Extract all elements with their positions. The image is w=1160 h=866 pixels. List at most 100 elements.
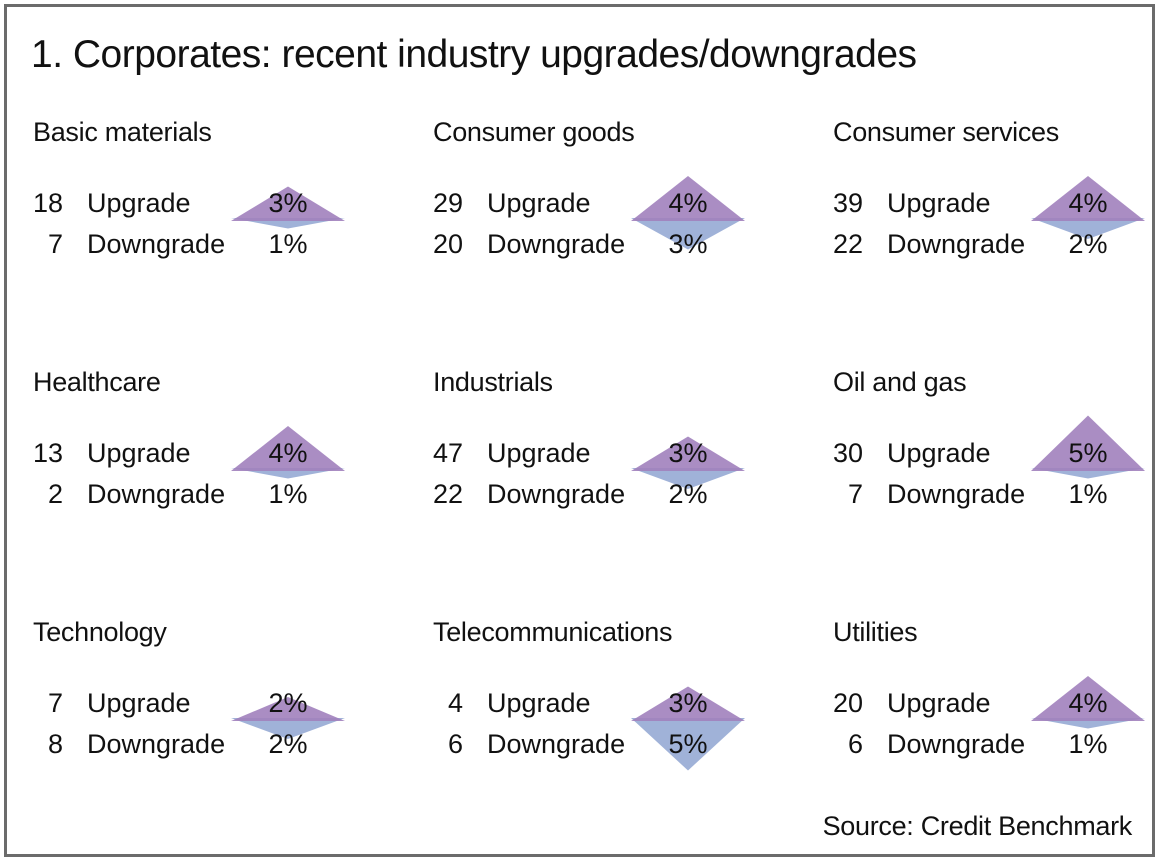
upgrade-row: 39 Upgrade [833,183,1160,224]
upgrade-row: 18 Upgrade [33,183,433,224]
upgrade-row: 7 Upgrade [33,683,433,724]
upgrade-label: Upgrade [487,438,591,468]
industry-name: Oil and gas [833,367,967,397]
downgrade-label: Downgrade [487,729,626,759]
upgrade-percentage: 4% [1068,688,1108,718]
panel-rows: 47 Upgrade 22 Downgrade 3% 2% [433,433,833,515]
downgrade-percentage: 3% [668,229,708,259]
panel-rows: 7 Upgrade 8 Downgrade 2% 2% [33,683,433,765]
upgrade-count: 7 [47,688,63,718]
upgrade-percentage: 2% [268,688,308,718]
upgrade-count: 4 [447,688,463,718]
upgrade-percentage: 3% [668,688,708,718]
upgrade-downgrade-diamond-icon [631,436,745,489]
industry-name: Industrials [433,367,553,397]
downgrade-label: Downgrade [887,479,1026,509]
downgrade-count: 22 [833,229,864,259]
upgrade-label: Upgrade [87,688,191,718]
upgrade-triangle [631,436,745,471]
industry-panel: Basic materials 18 Upgrade 7 Downgrade 3… [33,115,433,365]
industry-panel: Consumer goods 29 Upgrade 20 Downgrade 4… [433,115,833,365]
industry-panel: Utilities 20 Upgrade 6 Downgrade 4% 1% [833,615,1160,865]
panel-rows: 39 Upgrade 22 Downgrade 4% 2% [833,176,1160,265]
panel-rows: 29 Upgrade 20 Downgrade 4% 3% [433,176,833,265]
downgrade-row: 20 Downgrade [433,224,833,265]
industry-name: Technology [33,617,167,647]
upgrade-triangle [631,176,745,221]
panel-rows: 30 Upgrade 7 Downgrade 5% 1% [833,415,1160,515]
downgrade-triangle [631,468,745,489]
source-credit: Source: Credit Benchmark [822,811,1133,841]
upgrade-label: Upgrade [87,438,191,468]
upgrade-percentage: 4% [668,188,708,218]
panel-rows: 20 Upgrade 6 Downgrade 4% 1% [833,676,1160,765]
upgrade-count: 20 [833,688,864,718]
upgrade-row: 29 Upgrade [433,183,833,224]
upgrade-downgrade-diamond-icon [231,697,345,739]
upgrade-label: Upgrade [487,188,591,218]
upgrade-downgrade-diamond-icon [1031,415,1145,479]
downgrade-row: 2 Downgrade [33,474,433,515]
upgrade-row: 13 Upgrade [33,433,433,474]
downgrade-row: 22 Downgrade [833,224,1160,265]
upgrade-percentage: 4% [1068,188,1108,218]
industry-name: Basic materials [33,117,212,147]
downgrade-count: 6 [447,729,463,759]
downgrade-percentage: 1% [268,229,308,259]
industry-name: Telecommunications [433,617,673,647]
upgrade-count: 30 [833,438,864,468]
downgrade-row: 6 Downgrade [433,724,833,765]
upgrade-count: 18 [33,188,64,218]
upgrade-row: 20 Upgrade [833,683,1160,724]
downgrade-percentage: 5% [668,729,708,759]
industry-panel: Telecommunications 4 Upgrade 6 Downgrade… [433,615,833,865]
figure-frame: 1. Corporates: recent industry upgrades/… [4,4,1155,857]
upgrade-row: 30 Upgrade [833,433,1160,474]
downgrade-row: 22 Downgrade [433,474,833,515]
downgrade-count: 7 [847,479,863,509]
industry-name: Healthcare [33,367,161,397]
upgrade-percentage: 4% [268,438,308,468]
downgrade-count: 2 [47,479,63,509]
downgrade-row: 6 Downgrade [833,724,1160,765]
panel-rows: 4 Upgrade 6 Downgrade 3% 5% [433,683,833,771]
industry-panels-grid: Basic materials 18 Upgrade 7 Downgrade 3… [33,115,1160,865]
upgrade-triangle [1031,415,1145,471]
upgrade-row: 4 Upgrade [433,683,833,724]
upgrade-triangle [1031,176,1145,221]
industry-panel: Healthcare 13 Upgrade 2 Downgrade 4% 1% [33,365,433,615]
downgrade-label: Downgrade [887,229,1026,259]
upgrade-count: 47 [433,438,464,468]
upgrade-percentage: 5% [1068,438,1108,468]
downgrade-percentage: 1% [1068,729,1108,759]
upgrade-triangle [231,186,345,221]
upgrade-count: 39 [833,188,864,218]
downgrade-count: 7 [47,229,63,259]
downgrade-triangle [1031,218,1145,239]
upgrade-percentage: 3% [668,438,708,468]
figure-title: 1. Corporates: recent industry upgrades/… [31,33,917,76]
downgrade-percentage: 2% [668,479,708,509]
upgrade-downgrade-diamond-icon [631,176,745,250]
downgrade-label: Downgrade [87,479,226,509]
upgrade-row: 47 Upgrade [433,433,833,474]
downgrade-percentage: 1% [1068,479,1108,509]
downgrade-row: 7 Downgrade [833,474,1160,515]
industry-panel: Oil and gas 30 Upgrade 7 Downgrade 5% 1% [833,365,1160,615]
upgrade-label: Upgrade [887,188,991,218]
industry-panel: Technology 7 Upgrade 8 Downgrade 2% 2% [33,615,433,865]
downgrade-label: Downgrade [487,229,626,259]
downgrade-row: 8 Downgrade [33,724,433,765]
upgrade-percentage: 3% [268,188,308,218]
downgrade-count: 8 [47,729,63,759]
upgrade-label: Upgrade [887,688,991,718]
downgrade-count: 20 [433,229,464,259]
industry-name: Utilities [833,617,918,647]
downgrade-count: 6 [847,729,863,759]
upgrade-downgrade-diamond-icon [1031,676,1145,729]
panel-rows: 13 Upgrade 2 Downgrade 4% 1% [33,426,433,515]
upgrade-downgrade-diamond-icon [631,686,745,771]
downgrade-row: 7 Downgrade [33,224,433,265]
upgrade-count: 29 [433,188,464,218]
downgrade-triangle [631,218,745,250]
